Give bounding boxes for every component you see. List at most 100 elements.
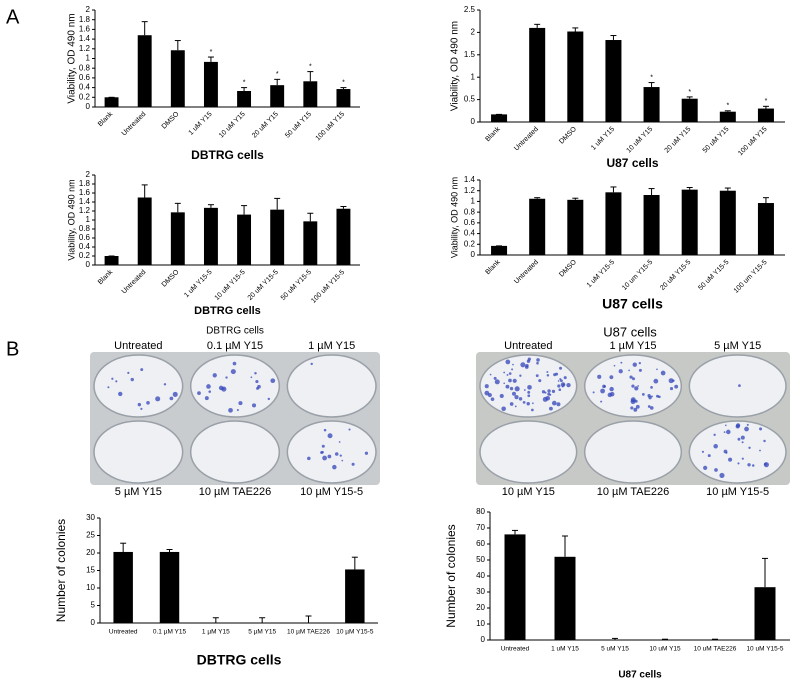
- colony: [146, 401, 150, 405]
- colony: [674, 384, 679, 389]
- x-tick-label: 10 um Y15-5: [621, 259, 654, 292]
- y-tick-label: 2: [86, 5, 91, 14]
- well: [688, 420, 787, 484]
- colony: [724, 424, 727, 427]
- colony: [322, 455, 327, 461]
- y-tick-label: 0: [86, 102, 91, 111]
- x-tick-label: 50 uM Y15-5: [280, 269, 313, 302]
- colony: [563, 376, 567, 380]
- y-tick-label: 0.6: [464, 218, 476, 227]
- colony: [751, 464, 755, 467]
- colony: [527, 385, 532, 390]
- x-tick-label: 20 uM Y15: [251, 111, 280, 140]
- colony: [630, 399, 636, 405]
- well-label: Untreated: [114, 340, 162, 352]
- y-tick-label: 10: [476, 619, 485, 628]
- colony: [561, 385, 564, 388]
- well: [479, 420, 578, 484]
- bar: [237, 90, 252, 107]
- y-tick-label: 1: [471, 197, 476, 206]
- x-tick-label: 20 uM Y15-5: [659, 259, 692, 292]
- colony: [208, 390, 211, 393]
- y-tick-label: 0.4: [79, 83, 91, 92]
- x-tick-label: 100 uM Y15: [315, 111, 347, 143]
- colony: [620, 361, 623, 364]
- y-tick-label: 1.4: [79, 34, 91, 43]
- well: [286, 420, 377, 484]
- y-axis-label: Number of colonies: [54, 519, 68, 622]
- colony: [737, 437, 741, 441]
- y-tick-label: 1: [471, 72, 476, 81]
- bar: [719, 190, 736, 255]
- colony: [172, 391, 178, 397]
- colony: [650, 386, 653, 389]
- x-tick-label: Blank: [97, 110, 115, 128]
- x-tick-label: 100 uM Y15-5: [310, 269, 346, 305]
- y-tick-label: 25: [86, 531, 95, 540]
- colony: [759, 449, 761, 452]
- colony: [737, 462, 740, 465]
- bar: [504, 534, 526, 640]
- x-tick-label: 100 uM Y15: [737, 126, 769, 158]
- x-tick-label: 10 uM Y15-5: [214, 269, 247, 302]
- significance-mark: *: [726, 103, 729, 110]
- colony: [519, 374, 522, 377]
- colony: [728, 457, 733, 462]
- bar: [336, 89, 351, 107]
- colony: [212, 373, 217, 378]
- y-tick-label: 0: [86, 260, 91, 269]
- well-label: 5 µM Y15: [115, 486, 162, 498]
- y-tick-label: 0: [471, 250, 476, 259]
- colony: [723, 431, 726, 433]
- y-tick-label: 30: [476, 587, 485, 596]
- x-axis-label: U87 cells: [606, 156, 658, 170]
- colony: [741, 457, 744, 460]
- colony: [527, 390, 531, 394]
- colony: [508, 378, 512, 383]
- colony: [719, 472, 725, 478]
- x-tick-label: 10 µM TAE226: [287, 629, 330, 636]
- x-tick-label: 1 uM Y15-5: [183, 269, 214, 300]
- bar: [491, 114, 508, 122]
- colony: [506, 373, 509, 376]
- colony: [725, 451, 728, 454]
- x-axis-label: DBTRG cells: [197, 652, 282, 668]
- colony: [327, 454, 332, 459]
- colony: [490, 397, 495, 401]
- y-axis-label: Viability, OD 490 nm: [66, 179, 76, 260]
- colony: [656, 368, 658, 371]
- x-tick-label: 10 uM Y15: [218, 111, 247, 140]
- well-label: 10 µM Y15: [502, 486, 555, 498]
- y-tick-label: 10: [86, 583, 95, 592]
- colony: [254, 371, 257, 375]
- bar: [137, 197, 152, 265]
- well-label: 10 µM TAE226: [199, 486, 272, 498]
- colony: [633, 407, 638, 412]
- bar: [554, 556, 576, 640]
- y-tick-label: 1.2: [79, 44, 91, 53]
- colony: [107, 386, 110, 389]
- colony: [505, 384, 510, 389]
- y-axis-label: Viability, OD 490 nm: [449, 177, 459, 258]
- x-tick-label: 50 uM Y15: [284, 111, 313, 140]
- colony: [236, 409, 239, 412]
- colony: [707, 454, 711, 458]
- well-label: 10 µM Y15-5: [300, 486, 363, 498]
- x-tick-label: 1 uM Y15: [188, 111, 214, 137]
- bar: [643, 87, 660, 122]
- colony: [489, 373, 492, 376]
- y-tick-label: 60: [476, 539, 485, 548]
- colony: [238, 401, 243, 406]
- colony: [763, 439, 766, 443]
- colony: [155, 396, 161, 402]
- well-label: 10 µM Y15-5: [706, 486, 769, 498]
- colony: [140, 407, 143, 410]
- colony: [541, 390, 546, 394]
- bar: [104, 97, 119, 107]
- colony: [321, 444, 325, 448]
- y-tick-label: 1: [86, 54, 91, 63]
- x-tick-label: Blank: [97, 268, 115, 286]
- bar: [491, 245, 508, 255]
- colony: [637, 385, 640, 387]
